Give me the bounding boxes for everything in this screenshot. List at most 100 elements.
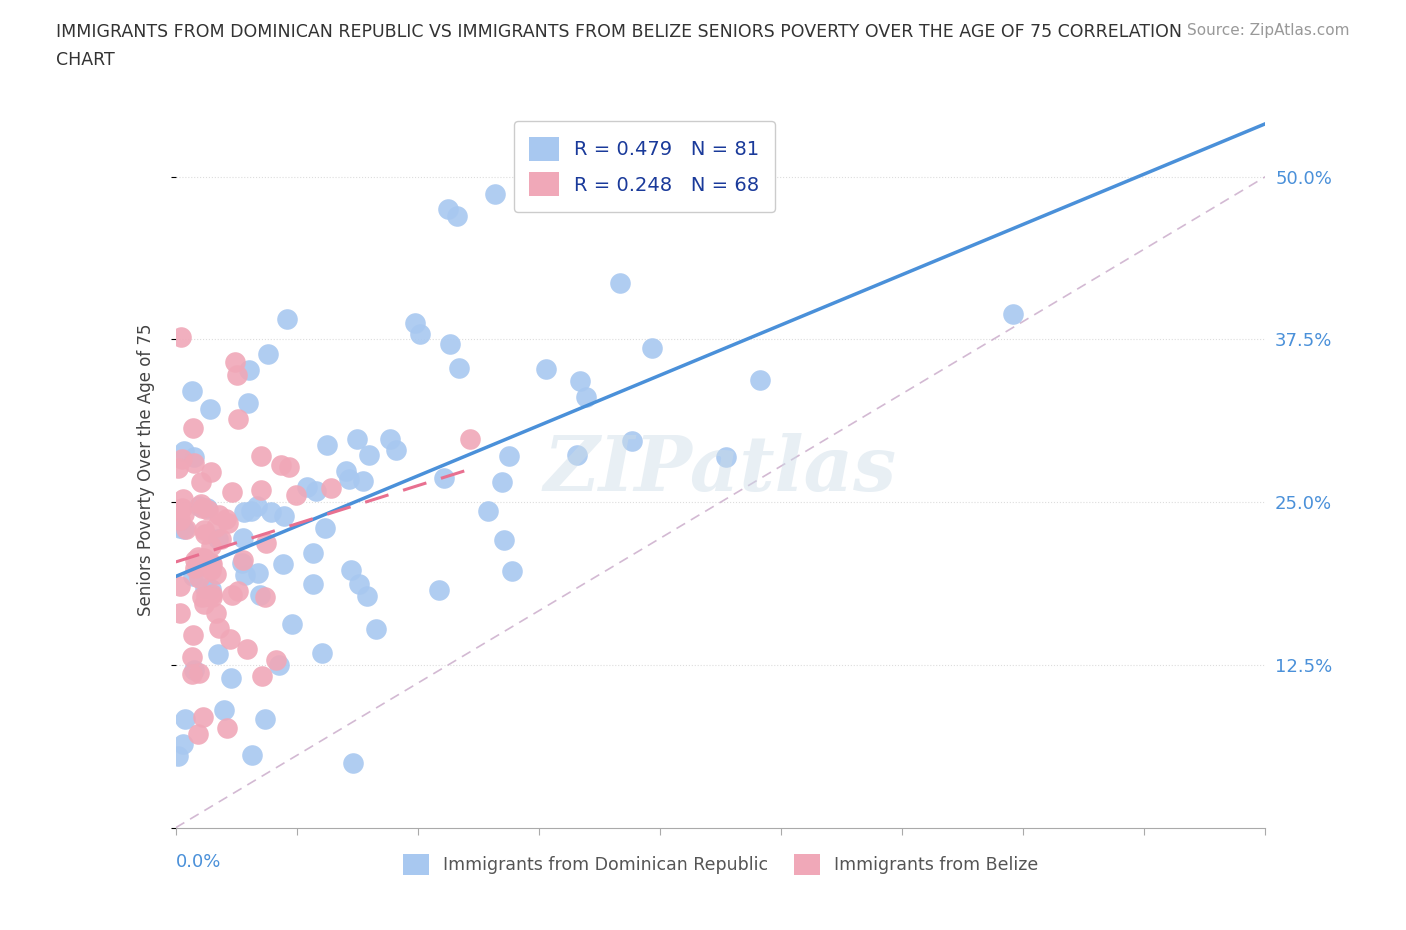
Point <box>194 581 217 596</box>
Point <box>173 521 195 536</box>
Point <box>239 503 262 518</box>
Point <box>193 597 215 612</box>
Point <box>250 449 273 464</box>
Point <box>200 556 222 571</box>
Point <box>449 361 471 376</box>
Point <box>207 508 229 523</box>
Point <box>181 667 204 682</box>
Point <box>215 512 238 526</box>
Point <box>183 450 205 465</box>
Point <box>281 617 304 631</box>
Point <box>404 315 426 330</box>
Point <box>346 432 368 446</box>
Point <box>568 374 591 389</box>
Point <box>575 390 598 405</box>
Point <box>190 501 212 516</box>
Point <box>249 588 271 603</box>
Point <box>337 472 360 487</box>
Point <box>460 432 482 446</box>
Point <box>200 563 222 578</box>
Point <box>236 642 259 657</box>
Point <box>356 588 378 603</box>
Point <box>221 588 243 603</box>
Point <box>174 522 197 537</box>
Point <box>246 498 269 513</box>
Point <box>501 564 523 578</box>
Point <box>191 710 214 724</box>
Legend: Immigrants from Dominican Republic, Immigrants from Belize: Immigrants from Dominican Republic, Immi… <box>394 845 1047 883</box>
Point <box>219 631 242 646</box>
Point <box>181 420 204 435</box>
Point <box>340 563 363 578</box>
Point <box>250 483 273 498</box>
Point <box>173 444 195 458</box>
Point <box>187 726 209 741</box>
Point <box>191 590 214 604</box>
Point <box>180 384 202 399</box>
Point <box>187 570 209 585</box>
Point <box>273 508 295 523</box>
Point <box>169 513 191 528</box>
Point <box>253 590 276 604</box>
Text: Source: ZipAtlas.com: Source: ZipAtlas.com <box>1187 23 1350 38</box>
Point <box>347 577 370 591</box>
Text: 0.0%: 0.0% <box>176 853 221 871</box>
Point <box>181 628 204 643</box>
Point <box>184 553 207 568</box>
Point <box>236 396 259 411</box>
Point <box>197 502 219 517</box>
Point <box>172 737 194 751</box>
Point <box>217 515 239 530</box>
Point <box>484 187 506 202</box>
Point <box>233 568 256 583</box>
Point <box>219 671 242 685</box>
Point <box>173 507 195 522</box>
Point <box>232 531 254 546</box>
Point <box>267 658 290 673</box>
Point <box>335 464 357 479</box>
Point <box>225 368 247 383</box>
Point <box>200 538 222 553</box>
Point <box>254 536 277 551</box>
Point <box>609 276 631 291</box>
Point <box>208 620 231 635</box>
Y-axis label: Seniors Poverty Over the Age of 75: Seniors Poverty Over the Age of 75 <box>136 324 155 616</box>
Point <box>498 449 520 464</box>
Point <box>231 556 253 571</box>
Point <box>297 480 319 495</box>
Point <box>1002 306 1025 321</box>
Point <box>238 363 260 378</box>
Point <box>305 484 328 498</box>
Point <box>194 588 217 603</box>
Point <box>716 450 738 465</box>
Point <box>214 702 236 717</box>
Point <box>215 720 238 735</box>
Point <box>302 546 325 561</box>
Text: IMMIGRANTS FROM DOMINICAN REPUBLIC VS IMMIGRANTS FROM BELIZE SENIORS POVERTY OVE: IMMIGRANTS FROM DOMINICAN REPUBLIC VS IM… <box>56 23 1182 41</box>
Point <box>260 505 283 520</box>
Point <box>174 711 197 726</box>
Point <box>253 712 276 727</box>
Point <box>641 341 664 356</box>
Point <box>167 749 190 764</box>
Point <box>198 402 221 417</box>
Point <box>167 460 190 475</box>
Point <box>491 474 513 489</box>
Point <box>205 605 228 620</box>
Point <box>247 565 270 580</box>
Point <box>172 492 194 507</box>
Point <box>226 411 249 426</box>
Point <box>314 521 336 536</box>
Text: ZIPatlas: ZIPatlas <box>544 432 897 507</box>
Point <box>201 590 224 604</box>
Point <box>749 372 772 387</box>
Point <box>316 438 339 453</box>
Point <box>180 649 202 664</box>
Point <box>536 361 558 376</box>
Point <box>201 587 224 602</box>
Point <box>224 354 246 369</box>
Point <box>188 665 211 680</box>
Point <box>201 556 224 571</box>
Point <box>270 458 292 472</box>
Point <box>378 432 401 447</box>
